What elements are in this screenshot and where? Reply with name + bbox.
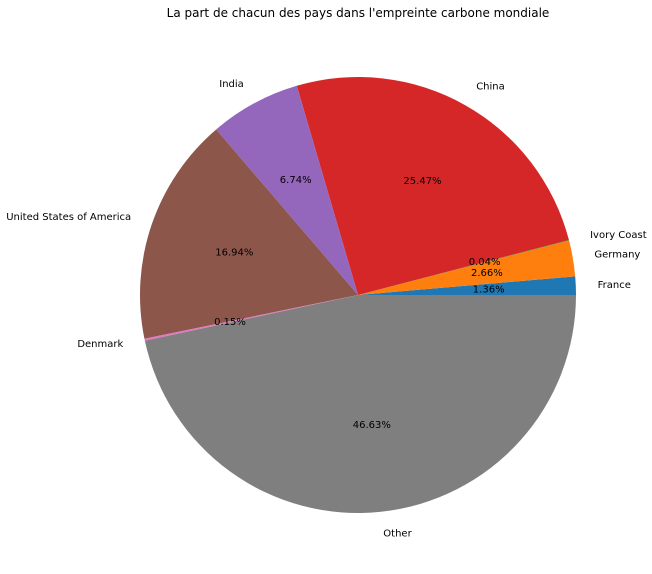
slice-percent-united-states-of-america: 16.94% [215,248,253,259]
slice-percent-labels: 1.36% 2.66%0.04% 25.47% 6.74% 16.94% 0.15% 46.… [214,175,504,431]
pie-slices [139,76,577,513]
pie-slice-france [358,276,576,295]
pie-slice-india [216,85,358,295]
slice-label-united-states-of-america: United States of America [6,212,131,223]
pie-slice-denmark [144,295,358,341]
slice-percent-ivory-coast: 0.04% [469,257,501,268]
pie-slice-china [296,76,569,295]
pie-slice-other [144,295,577,513]
slice-percent-france: 1.36% [473,284,505,295]
slice-label-other: Other [383,529,412,540]
slice-percent-denmark: 0.15% [214,317,246,328]
slice-percent-germany: 2.66% [471,268,503,279]
pie-slice-united-states-of-america [139,129,358,339]
chart-title: La part de chacun des pays dans l'emprei… [167,6,550,20]
slice-label-denmark: Denmark [77,339,123,350]
slice-label-france: France [598,280,631,291]
pie-slice-ivory-coast [358,239,570,295]
pie-slice-germany [358,240,576,295]
slice-percent-china: 25.47% [403,176,441,187]
slice-percent-other: 46.63% [353,420,391,431]
slice-label-india: India [219,79,244,90]
slice-label-china: China [476,81,505,92]
slice-label-ivory-coast: Ivory Coast [590,230,647,241]
slice-labels: France Germany Ivory Coast China India United… [6,79,647,539]
slice-percent-india: 6.74% [280,175,312,186]
slice-label-germany: Germany [594,250,640,261]
